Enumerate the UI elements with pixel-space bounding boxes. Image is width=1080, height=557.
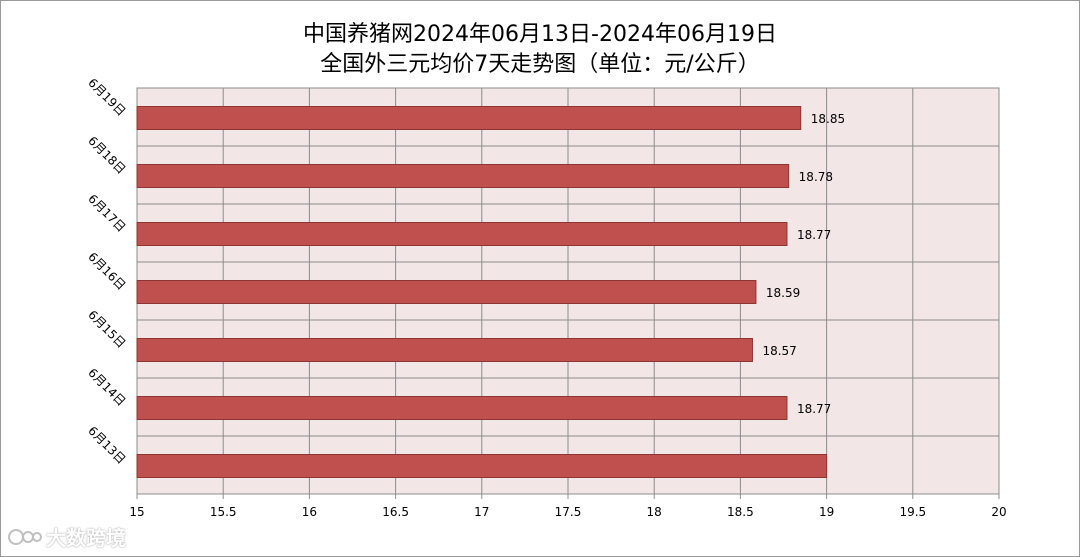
bar xyxy=(136,338,753,362)
x-tick-label: 18.5 xyxy=(727,505,754,519)
x-tick-label: 15.5 xyxy=(210,505,237,519)
x-tick-label: 20 xyxy=(991,505,1006,519)
bar xyxy=(136,454,828,478)
x-tick-label: 15 xyxy=(129,505,144,519)
y-tick-label: 6月16日 xyxy=(85,250,128,293)
x-tick-label: 16 xyxy=(302,505,317,519)
watermark-logo-icon xyxy=(8,528,42,545)
y-tick-label: 6月18日 xyxy=(85,134,128,177)
chart-subtitle: 全国外三元均价7天走势图（单位：元/公斤） xyxy=(320,52,760,77)
x-tick-label: 19 xyxy=(819,505,834,519)
x-tick-label: 19.5 xyxy=(899,505,926,519)
bar xyxy=(136,280,757,304)
y-tick-label: 6月19日 xyxy=(85,76,128,119)
data-label: 18.77 xyxy=(797,228,831,242)
bar xyxy=(136,106,802,130)
bar xyxy=(136,396,788,420)
x-tick-label: 16.5 xyxy=(382,505,409,519)
y-tick-label: 6月13日 xyxy=(85,424,128,467)
chart-title: 中国养猪网2024年06月13日-2024年06月19日 xyxy=(303,22,777,47)
data-label: 18.57 xyxy=(762,344,796,358)
y-tick-label: 6月15日 xyxy=(85,308,128,351)
bar xyxy=(136,222,788,246)
x-axis-tick-labels: 15 15.5 16 16.5 17 17.5 18 18.5 19 19.5 20 xyxy=(129,505,1006,519)
bar xyxy=(136,164,790,188)
data-labels: 18.85 18.78 18.77 18.59 18.57 18.77 xyxy=(762,112,845,416)
watermark: 大数跨境 xyxy=(8,522,126,551)
x-tick-label: 17.5 xyxy=(555,505,582,519)
data-label: 18.59 xyxy=(766,286,800,300)
data-label: 18.85 xyxy=(811,112,845,126)
y-tick-label: 6月17日 xyxy=(85,192,128,235)
data-label: 18.77 xyxy=(797,402,831,416)
x-tick-label: 17 xyxy=(474,505,489,519)
y-axis-tick-labels: 6月19日 6月18日 6月17日 6月16日 6月15日 6月14日 6月13日 xyxy=(85,76,128,467)
grid-lines xyxy=(136,88,1000,499)
bars xyxy=(136,106,828,478)
y-tick-label: 6月14日 xyxy=(85,366,128,409)
x-tick-label: 18 xyxy=(647,505,662,519)
data-label: 18.78 xyxy=(799,170,833,184)
watermark-text: 大数跨境 xyxy=(46,526,126,550)
